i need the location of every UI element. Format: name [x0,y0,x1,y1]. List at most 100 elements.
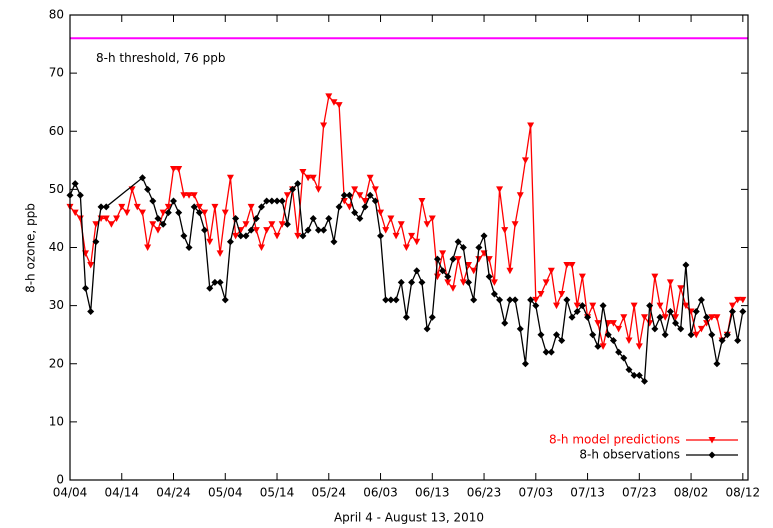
marker [625,366,633,374]
x-tick-label: 05/14 [260,486,295,500]
marker [408,278,416,286]
marker [190,192,198,199]
marker [87,307,95,315]
marker [221,296,229,304]
marker [532,296,540,304]
marker [656,302,664,310]
marker [195,209,203,217]
marker [630,371,638,379]
marker [226,174,234,182]
marker [542,348,550,356]
marker [71,180,79,188]
marker [330,99,338,106]
marker [304,174,312,182]
marker [589,331,597,339]
y-tick-label: 30 [49,298,64,312]
marker [413,267,421,275]
marker [216,250,224,257]
marker [496,296,504,304]
marker [382,227,390,234]
marker [299,232,307,240]
marker [377,209,385,217]
x-tick-label: 04/14 [104,486,139,500]
marker [180,192,188,199]
marker [423,221,431,228]
marker [501,319,509,327]
marker [428,313,436,321]
marker [206,238,214,246]
marker [692,331,700,339]
marker [739,307,747,315]
marker [728,302,736,310]
marker [361,203,369,211]
marker [739,296,747,304]
marker [661,314,669,321]
marker [402,313,410,321]
marker [356,214,364,222]
marker [490,279,498,286]
marker [537,291,545,298]
marker [708,437,716,444]
marker [604,331,612,339]
marker [206,284,214,292]
marker [666,307,674,315]
marker [708,314,716,321]
marker [692,307,700,315]
marker [257,203,265,211]
marker [87,261,95,269]
marker [454,256,462,263]
marker [371,197,379,205]
marker [433,255,441,263]
y-tick-label: 20 [49,356,64,370]
plot-frame [69,14,749,481]
marker [170,197,178,205]
marker [568,261,576,269]
marker [444,273,452,281]
marker [159,220,167,228]
marker [553,331,561,339]
legend-label: 8-h observations [579,448,680,462]
marker [113,215,121,222]
marker [211,278,219,286]
marker [439,250,447,257]
marker [475,244,483,251]
marker [366,174,374,182]
marker [599,302,607,310]
marker [377,232,385,240]
marker [102,215,110,222]
marker [211,203,219,211]
marker [221,209,229,217]
marker [470,296,478,304]
marker [635,343,643,350]
marker [521,157,529,164]
marker [320,226,328,234]
marker [283,192,291,199]
marker [433,273,441,281]
marker [335,203,343,211]
marker [506,267,514,275]
marker [656,313,664,321]
marker [563,296,571,304]
marker [625,337,633,344]
marker [320,122,328,129]
marker [635,371,643,379]
marker [620,354,628,362]
marker [428,215,436,222]
marker [345,191,353,199]
marker [723,331,731,339]
marker [444,279,452,286]
marker [594,320,602,327]
x-tick-label: 08/02 [674,486,709,500]
marker [697,296,705,304]
marker [413,238,421,246]
marker [470,267,478,275]
marker [278,221,286,228]
marker [682,261,690,269]
marker [677,325,685,333]
marker [516,325,524,333]
marker [553,302,561,310]
marker [496,186,504,193]
marker [304,226,312,234]
marker [423,325,431,333]
